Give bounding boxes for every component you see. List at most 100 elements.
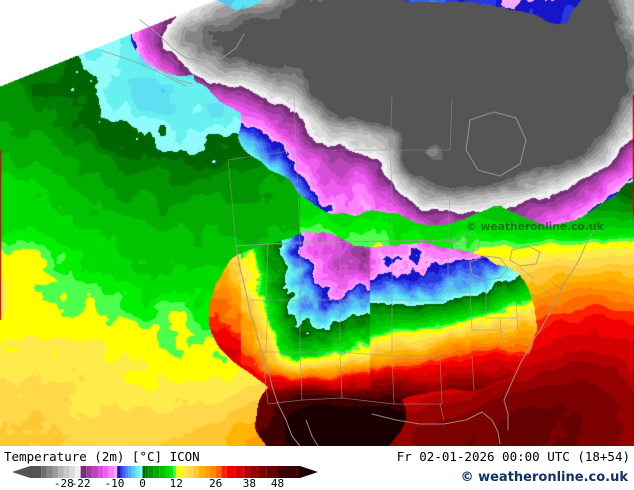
colorbar-swatch	[235, 466, 244, 478]
colorbar-swatch	[266, 466, 278, 478]
border-line	[139, 19, 245, 63]
colorbar-swatch	[257, 466, 267, 478]
colorbar-swatch	[142, 466, 146, 478]
colorbar-swatch	[226, 466, 236, 478]
colorbar-swatch	[69, 466, 76, 478]
valid-time-label: Fr 02-01-2026 00:00 UTC (18+54)	[396, 449, 630, 464]
colorbar-swatch	[148, 466, 154, 478]
border-line	[235, 245, 293, 437]
colorbar-swatch	[249, 466, 258, 478]
colorbar-swatch	[91, 466, 98, 478]
border-line	[539, 285, 553, 297]
border-line	[503, 285, 563, 401]
colorbar-gradient	[12, 466, 318, 478]
border-line	[447, 195, 451, 241]
colorbar-swatch	[58, 466, 64, 478]
colorbar-swatch	[198, 466, 205, 478]
colorbar-swatch	[75, 466, 81, 478]
border-line	[261, 351, 269, 405]
border-line	[551, 281, 563, 291]
colorbar-swatch	[153, 466, 160, 478]
border-line	[291, 435, 301, 446]
colorbar-swatch	[145, 466, 149, 478]
colorbar-swatch	[108, 466, 115, 478]
colorbar-swatch	[187, 466, 194, 478]
colorbar-swatch	[120, 466, 123, 478]
colorbar-tick: 26	[208, 477, 223, 490]
colorbar-swatch	[46, 466, 53, 478]
border-line	[371, 411, 483, 425]
map-borders-overlay	[99, 19, 595, 446]
colorbar-swatch	[97, 466, 104, 478]
colorbar-swatch	[41, 466, 47, 478]
colorbar-swatch	[193, 466, 199, 478]
border-line	[519, 267, 535, 279]
colorbar-tick: 12	[169, 477, 183, 490]
temperature-colorbar[interactable]: -28 -22 -10 0 12 26 38 48	[0, 465, 330, 490]
border-line	[389, 95, 393, 151]
border-line	[267, 397, 443, 405]
border-line	[227, 149, 451, 161]
border-line	[299, 351, 303, 401]
border-line	[509, 245, 541, 267]
footer-panel: Temperature (2m) [°C] ICON Fr 02-01-2026…	[0, 446, 634, 490]
border-line	[265, 243, 269, 301]
border-line	[499, 317, 503, 347]
colorbar-swatch	[181, 466, 188, 478]
border-line	[389, 149, 393, 242]
colorbar-swatch	[80, 466, 87, 478]
colorbar-tick: 48	[270, 477, 285, 490]
colorbar-swatch	[63, 466, 70, 478]
border-line	[447, 239, 471, 263]
border-line	[235, 239, 471, 247]
colorbar-swatch	[215, 466, 222, 478]
temperature-field-canvas	[0, 0, 634, 446]
colorbar-swatch	[159, 466, 166, 478]
colorbar-swatch	[277, 466, 300, 478]
border-line	[515, 299, 519, 331]
border-line	[339, 351, 343, 399]
border-line	[527, 289, 541, 301]
border-line	[227, 159, 237, 247]
colorbar-swatch	[243, 466, 250, 478]
product-title: Temperature (2m) [°C] ICON	[4, 449, 200, 464]
colorbar-swatch	[173, 466, 177, 478]
colorbar-swatch	[125, 466, 129, 478]
colorbar-tick: -10	[104, 477, 125, 490]
colorbar-swatch	[103, 466, 109, 478]
border-line	[481, 411, 501, 445]
colorbar-swatch	[136, 466, 140, 478]
colorbar-swatch	[210, 466, 216, 478]
border-line	[449, 99, 453, 151]
colorbar-swatch	[204, 466, 211, 478]
border-line	[503, 399, 509, 431]
colorbar-swatch	[128, 466, 132, 478]
border-line	[499, 329, 515, 343]
colorbar-swatch	[30, 466, 42, 478]
colorbar-swatch	[170, 466, 174, 478]
colorbar-swatch	[134, 466, 137, 478]
colorbar-tick: 38	[242, 477, 257, 490]
colorbar-swatch	[117, 466, 120, 478]
border-line	[451, 233, 481, 253]
colorbar-swatch	[114, 466, 118, 478]
border-line	[295, 149, 301, 244]
colorbar-left-arrow	[12, 466, 30, 478]
border-line	[305, 419, 319, 446]
border-line	[439, 403, 445, 421]
temperature-map[interactable]: © weatheronline.co.uk	[0, 0, 634, 446]
colorbar-tick: -28	[53, 477, 74, 490]
border-line	[257, 351, 441, 357]
colorbar-right-arrow	[300, 466, 318, 478]
brand-label: © weatheronline.co.uk	[460, 470, 628, 485]
border-line	[99, 49, 187, 87]
border-line	[439, 355, 443, 405]
border-line	[149, 59, 193, 85]
border-line	[465, 111, 527, 177]
colorbar-swatch	[122, 466, 126, 478]
border-line	[469, 291, 473, 331]
border-line	[469, 255, 509, 281]
colorbar-tick: 0	[139, 477, 146, 490]
colorbar-swatch	[221, 466, 227, 478]
